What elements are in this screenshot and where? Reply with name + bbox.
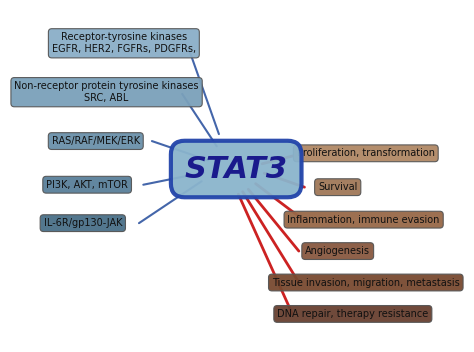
Text: Non-receptor protein tyrosine kinases
SRC, ABL: Non-receptor protein tyrosine kinases SR… (14, 81, 199, 103)
Text: Inflammation, immune evasion: Inflammation, immune evasion (287, 215, 440, 225)
Text: Survival: Survival (318, 182, 357, 192)
Text: Tissue invasion, migration, metastasis: Tissue invasion, migration, metastasis (272, 277, 460, 288)
Text: PI3K, AKT, mTOR: PI3K, AKT, mTOR (46, 180, 128, 190)
Text: IL-6R/gp130-JAK: IL-6R/gp130-JAK (44, 218, 122, 228)
Text: Proliferation, transformation: Proliferation, transformation (297, 148, 435, 158)
Text: DNA repair, therapy resistance: DNA repair, therapy resistance (277, 309, 428, 319)
Text: STAT3: STAT3 (185, 155, 288, 183)
Text: Angiogenesis: Angiogenesis (305, 246, 370, 256)
Text: Receptor-tyrosine kinases
EGFR, HER2, FGFRs, PDGFRs,: Receptor-tyrosine kinases EGFR, HER2, FG… (52, 32, 196, 55)
Text: RAS/RAF/MEK/ERK: RAS/RAF/MEK/ERK (52, 136, 140, 146)
